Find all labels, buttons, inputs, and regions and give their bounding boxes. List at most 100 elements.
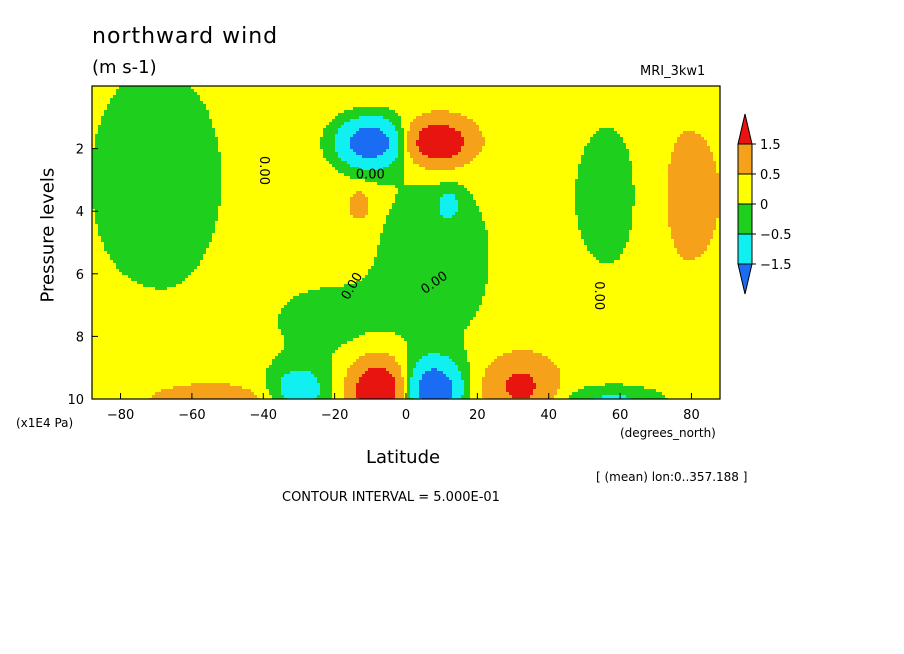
field-cell xyxy=(224,380,228,384)
field-cell xyxy=(149,317,153,321)
field-cell xyxy=(179,155,183,159)
field-cell xyxy=(179,182,183,186)
field-cell xyxy=(188,368,192,372)
field-cell xyxy=(104,287,108,291)
field-cell xyxy=(113,353,117,357)
field-cell xyxy=(227,125,231,129)
field-cell xyxy=(95,296,99,300)
field-cell xyxy=(122,104,126,108)
field-cell xyxy=(110,230,114,234)
field-cell xyxy=(158,101,162,105)
field-cell xyxy=(197,113,201,117)
field-cell xyxy=(122,239,126,243)
field-cell xyxy=(107,239,111,243)
field-cell xyxy=(146,242,150,246)
field-cell xyxy=(164,308,168,312)
field-cell xyxy=(152,308,156,312)
field-cell xyxy=(188,221,192,225)
field-cell xyxy=(95,338,99,342)
field-cell xyxy=(221,302,225,306)
field-cell xyxy=(149,98,153,102)
field-cell xyxy=(203,182,207,186)
field-cell xyxy=(206,350,210,354)
field-cell xyxy=(131,221,135,225)
field-cell xyxy=(92,275,96,279)
field-cell xyxy=(227,233,231,237)
field-cell xyxy=(131,287,135,291)
field-cell xyxy=(113,275,117,279)
field-cell xyxy=(128,89,132,93)
field-cell xyxy=(188,137,192,141)
field-cell xyxy=(155,368,159,372)
field-cell xyxy=(191,368,195,372)
field-cell xyxy=(170,248,174,252)
field-cell xyxy=(197,371,201,375)
field-cell xyxy=(176,251,180,255)
field-cell xyxy=(143,266,147,270)
field-cell xyxy=(200,212,204,216)
field-cell xyxy=(110,383,114,387)
field-cell xyxy=(137,86,141,90)
field-cell xyxy=(212,239,216,243)
field-cell xyxy=(119,287,123,291)
field-cell xyxy=(191,173,195,177)
field-cell xyxy=(122,290,126,294)
field-cell xyxy=(215,374,219,378)
field-cell xyxy=(137,131,141,135)
field-cell xyxy=(98,260,102,264)
field-cell xyxy=(107,320,111,324)
field-cell xyxy=(176,98,180,102)
field-cell xyxy=(98,305,102,309)
field-cell xyxy=(95,302,99,306)
field-cell xyxy=(203,371,207,375)
field-cell xyxy=(233,233,237,237)
field-cell xyxy=(140,383,144,387)
field-cell xyxy=(98,146,102,150)
field-cell xyxy=(191,326,195,330)
field-cell xyxy=(218,392,222,396)
field-cell xyxy=(167,212,171,216)
field-cell xyxy=(107,362,111,366)
field-cell xyxy=(134,293,138,297)
field-cell xyxy=(95,242,99,246)
field-cell xyxy=(215,212,219,216)
field-cell xyxy=(209,317,213,321)
field-cell xyxy=(224,341,228,345)
field-cell xyxy=(173,311,177,315)
field-cell xyxy=(206,269,210,273)
field-cell xyxy=(194,278,198,282)
field-cell xyxy=(206,206,210,210)
field-cell xyxy=(92,125,96,129)
field-cell xyxy=(182,191,186,195)
field-cell xyxy=(167,98,171,102)
field-cell xyxy=(209,254,213,258)
field-cell xyxy=(92,386,96,390)
field-cell xyxy=(161,362,165,366)
field-cell xyxy=(224,98,228,102)
field-cell xyxy=(98,227,102,231)
field-cell xyxy=(149,173,153,177)
field-cell xyxy=(233,209,237,213)
field-cell xyxy=(131,188,135,192)
field-cell xyxy=(101,290,105,294)
field-cell xyxy=(158,236,162,240)
field-cell xyxy=(101,233,105,237)
field-cell xyxy=(104,383,108,387)
field-cell xyxy=(215,230,219,234)
field-cell xyxy=(143,395,147,399)
field-cell xyxy=(104,293,108,297)
field-cell xyxy=(161,359,165,363)
field-cell xyxy=(182,317,186,321)
field-cell xyxy=(164,341,168,345)
field-cell xyxy=(194,98,198,102)
field-cell xyxy=(116,317,120,321)
field-cell xyxy=(212,203,216,207)
field-cell xyxy=(206,254,210,258)
field-cell xyxy=(128,128,132,132)
field-cell xyxy=(110,314,114,318)
field-cell xyxy=(206,320,210,324)
field-cell xyxy=(200,275,204,279)
field-cell xyxy=(200,347,204,351)
field-cell xyxy=(209,194,213,198)
field-cell xyxy=(113,341,117,345)
